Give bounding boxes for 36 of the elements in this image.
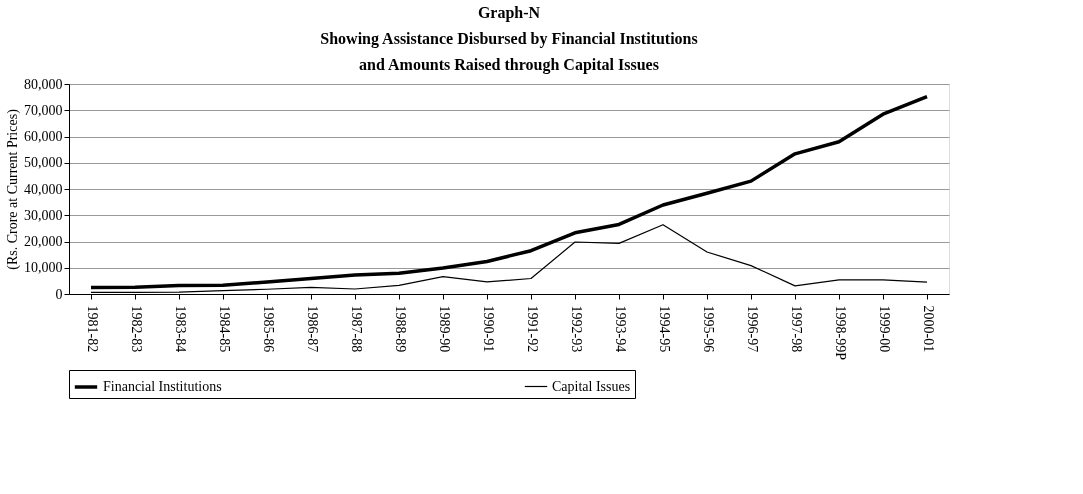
x-tick-label: 1995-96 [700,305,716,353]
legend-label: Financial Institutions [103,379,222,394]
x-tick-label: 1981-82 [84,305,100,353]
y-tick-label: 50,000 [24,155,63,171]
y-tick-label: 80,000 [24,76,63,92]
line-series [89,94,929,290]
y-axis-title: (Rs. Crore at Current Prices) [5,108,21,270]
x-tick-label: 1982-83 [128,305,144,353]
x-tick-label: 1993-94 [612,305,628,353]
y-tick-label: 20,000 [24,234,63,249]
text: Showing Assistance Disbursed by Financial Institutions [320,30,698,47]
x-tick-label: 1990-91 [480,305,496,353]
x-tick-label: 1998-99P [832,305,848,361]
x-tick-label: 1985-86 [260,305,276,353]
x-tick-label: 1984-85 [216,305,232,353]
x-tick-label: 1992-93 [568,305,584,353]
x-tick-label: 1991-92 [524,305,540,353]
x-tick-label: 1987-88 [348,305,364,353]
text: and Amounts Raised through Capital Issues [359,56,659,73]
y-tick-label: 70,000 [24,102,63,118]
x-tick-label: 1994-95 [656,305,672,353]
x-tick-label: 1988-89 [392,305,408,353]
x-tick-label: 1989-90 [436,305,452,353]
y-tick-label: 40,000 [24,181,63,197]
x-tick-label: 2000-01 [920,305,936,353]
legend-label: Capital Issues [552,378,631,394]
x-tick-label: 1999-00 [876,305,892,353]
y-tick-label: 0 [55,286,63,302]
y-tick-label: 60,000 [24,129,63,144]
y-tick-label: 10,000 [24,260,63,276]
x-tick-label: 1997-98 [788,305,804,353]
x-tick-label: 1986-87 [304,305,320,353]
x-tick-label: 1983-84 [172,305,188,353]
text: Graph-N [477,4,541,21]
x-tick-label: 1996-97 [744,305,760,353]
y-tick-label: 30,000 [24,207,63,223]
